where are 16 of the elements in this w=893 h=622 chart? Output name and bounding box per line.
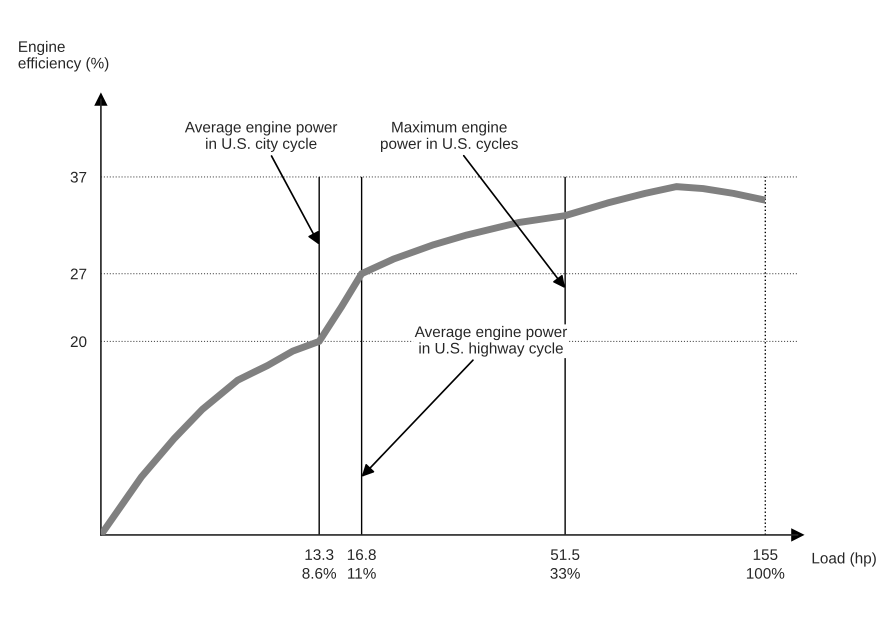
x-tick-label: 155 (754, 549, 778, 560)
annotation: Average engine power in U.S. highway cycle (414, 326, 568, 357)
text: 33% (550, 568, 580, 579)
x-tick-label: 13.3 (305, 549, 334, 560)
text: 8.6% (302, 568, 336, 579)
y-tick-label: 20 (70, 336, 86, 348)
annotation: Maximum engine power in U.S. cycles (380, 121, 518, 152)
y-axis-title: Engine efficiency (%) (18, 40, 108, 72)
text: 100% (746, 568, 784, 579)
x-tick-label: 16.8 (348, 549, 376, 560)
y-tick-label: 37 (70, 172, 86, 183)
x-axis-title: Load (hp) (812, 552, 876, 567)
text: 11% (348, 568, 376, 579)
annotation: Average engine power in U.S. city cycle (184, 121, 338, 152)
y-tick-label: 27 (70, 268, 86, 280)
x-tick-label: 51.5 (550, 549, 580, 560)
